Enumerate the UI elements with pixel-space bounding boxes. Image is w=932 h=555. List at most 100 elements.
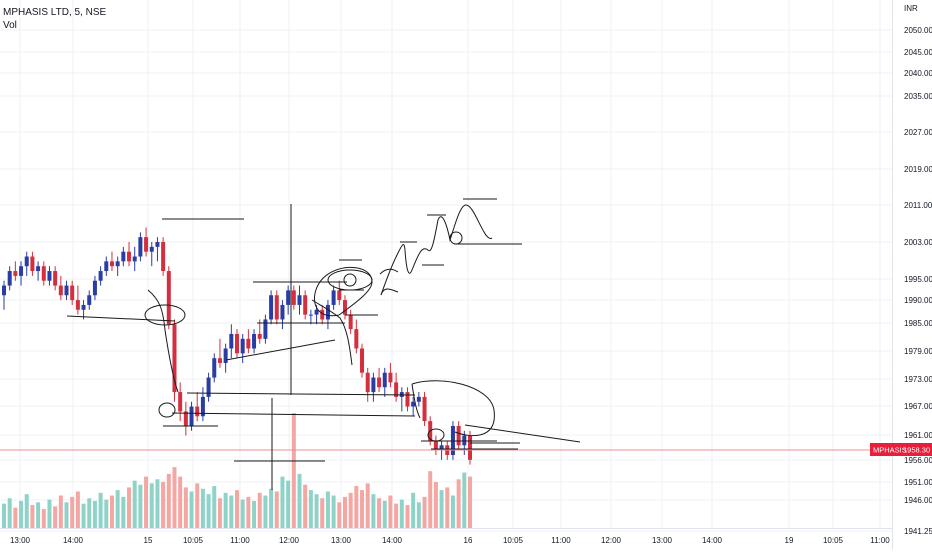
candle-body xyxy=(2,285,6,296)
volume-bar xyxy=(217,498,222,528)
time-tick-label: 13:00 xyxy=(331,536,352,545)
volume-bar xyxy=(354,486,359,528)
annotation-curve xyxy=(314,266,373,317)
volume-bar xyxy=(240,499,245,528)
volume-bar xyxy=(360,490,365,528)
volume-bar xyxy=(98,492,103,528)
candle-body xyxy=(115,261,120,267)
price-tick-label: 1967.00 xyxy=(904,402,932,411)
time-tick-label: 13:00 xyxy=(652,536,673,545)
candle-body xyxy=(149,246,154,252)
candle-body xyxy=(229,333,234,349)
time-tick-label: 15 xyxy=(144,536,153,545)
volume-bar xyxy=(456,479,461,528)
volume-bar xyxy=(19,500,24,528)
price-tick-label: 2003.00 xyxy=(904,238,932,247)
price-tick-label: 1941.25 xyxy=(904,527,932,536)
volume-bar xyxy=(468,476,472,528)
volume-bar xyxy=(24,494,29,528)
time-tick-label: 10:05 xyxy=(823,536,844,545)
candle-body xyxy=(98,271,103,281)
volume-bar xyxy=(371,494,376,528)
time-tick-label: 10:05 xyxy=(183,536,204,545)
candle-body xyxy=(138,237,143,257)
volume-bar xyxy=(47,499,52,528)
candle-body xyxy=(308,314,313,316)
volume-bar xyxy=(303,484,308,528)
candle-body xyxy=(161,242,166,272)
volume-bar xyxy=(450,495,455,528)
candle-body xyxy=(433,440,438,451)
volume-bar xyxy=(200,488,205,528)
volume-bar xyxy=(325,491,330,528)
candle-body xyxy=(87,295,92,305)
volume-bar xyxy=(314,494,319,528)
price-tick-label: 2011.00 xyxy=(904,201,932,210)
price-badge xyxy=(870,443,932,456)
candle-body xyxy=(53,271,58,286)
volume-bar xyxy=(75,491,80,528)
candle-body xyxy=(297,295,302,305)
volume-bar xyxy=(121,496,126,528)
candle-body xyxy=(178,392,183,412)
candle-body xyxy=(70,285,75,301)
volume-bar xyxy=(127,487,132,528)
price-tick-label: 2019.00 xyxy=(904,165,932,174)
volume-bar xyxy=(257,492,262,528)
volume-bar xyxy=(166,473,171,528)
candle-body xyxy=(314,309,319,315)
candle-body xyxy=(81,304,86,310)
candle-body xyxy=(462,435,467,446)
currency-label: INR xyxy=(904,4,918,13)
time-tick-label: 11:00 xyxy=(230,536,250,545)
annotation-line xyxy=(186,392,416,396)
volume-bar xyxy=(382,500,387,528)
price-tick-label: 1995.00 xyxy=(904,275,932,284)
volume-bar xyxy=(92,500,97,528)
price-tick-label: 1979.00 xyxy=(904,347,932,356)
candle-body xyxy=(286,290,291,305)
candle-body xyxy=(354,329,359,349)
price-tick-label: 1973.00 xyxy=(904,375,932,384)
volume-bar xyxy=(183,487,188,528)
candle-body xyxy=(7,271,12,286)
volume-bar xyxy=(291,413,296,528)
candle-body xyxy=(382,372,387,388)
volume-bar xyxy=(388,495,393,528)
candle-body xyxy=(155,242,160,247)
volume-bar xyxy=(109,495,114,528)
time-tick-label: 14:00 xyxy=(382,536,403,545)
volume-bar xyxy=(405,505,410,528)
volume-bar xyxy=(411,492,416,528)
volume-bar xyxy=(252,500,257,528)
price-tick-label: 2027.00 xyxy=(904,128,932,137)
volume-bar xyxy=(7,498,12,528)
candle-body xyxy=(416,396,421,402)
candle-body xyxy=(121,251,126,262)
candle-body xyxy=(291,290,296,305)
volume-bar xyxy=(263,495,268,528)
annotation-curve xyxy=(311,299,353,366)
candle-body xyxy=(246,338,251,349)
candle-body xyxy=(144,237,149,252)
volume-bar xyxy=(149,483,154,528)
candle-body xyxy=(64,285,69,296)
candle-body xyxy=(235,333,239,354)
price-tick-label: 2035.00 xyxy=(904,92,932,101)
time-tick-label: 19 xyxy=(785,536,794,545)
volume-bar xyxy=(53,506,58,528)
candle-body xyxy=(252,333,257,349)
volume-bar xyxy=(416,502,421,528)
candle-body xyxy=(263,319,268,339)
candle-body xyxy=(223,348,228,364)
symbol-title: MPHASIS LTD, 5, NSE xyxy=(3,7,107,18)
candle-body xyxy=(320,309,325,320)
candle-body xyxy=(92,280,97,296)
price-tick-label: 1985.00 xyxy=(904,319,932,328)
volume-bar xyxy=(269,488,274,528)
time-tick-label: 13:00 xyxy=(10,536,31,545)
volume-bar xyxy=(104,499,109,528)
volume-bar xyxy=(422,496,427,528)
